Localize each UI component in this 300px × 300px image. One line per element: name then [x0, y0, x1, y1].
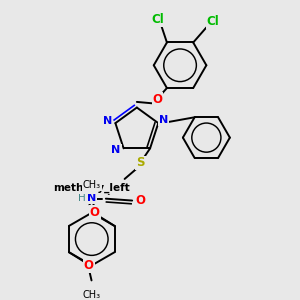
Text: O: O	[136, 194, 146, 207]
Text: H: H	[79, 193, 86, 203]
Text: N: N	[103, 116, 112, 126]
Text: O: O	[90, 206, 100, 219]
Text: CH₃: CH₃	[82, 290, 100, 300]
Text: O: O	[152, 93, 163, 106]
Text: methoxy_left: methoxy_left	[54, 183, 130, 194]
Text: O: O	[84, 259, 94, 272]
Text: N: N	[159, 115, 169, 125]
Text: Cl: Cl	[151, 14, 164, 26]
Text: N: N	[87, 193, 96, 203]
Text: S: S	[136, 157, 145, 169]
Text: CH₃: CH₃	[83, 180, 101, 190]
Text: N: N	[112, 145, 121, 155]
Text: Cl: Cl	[207, 15, 219, 28]
